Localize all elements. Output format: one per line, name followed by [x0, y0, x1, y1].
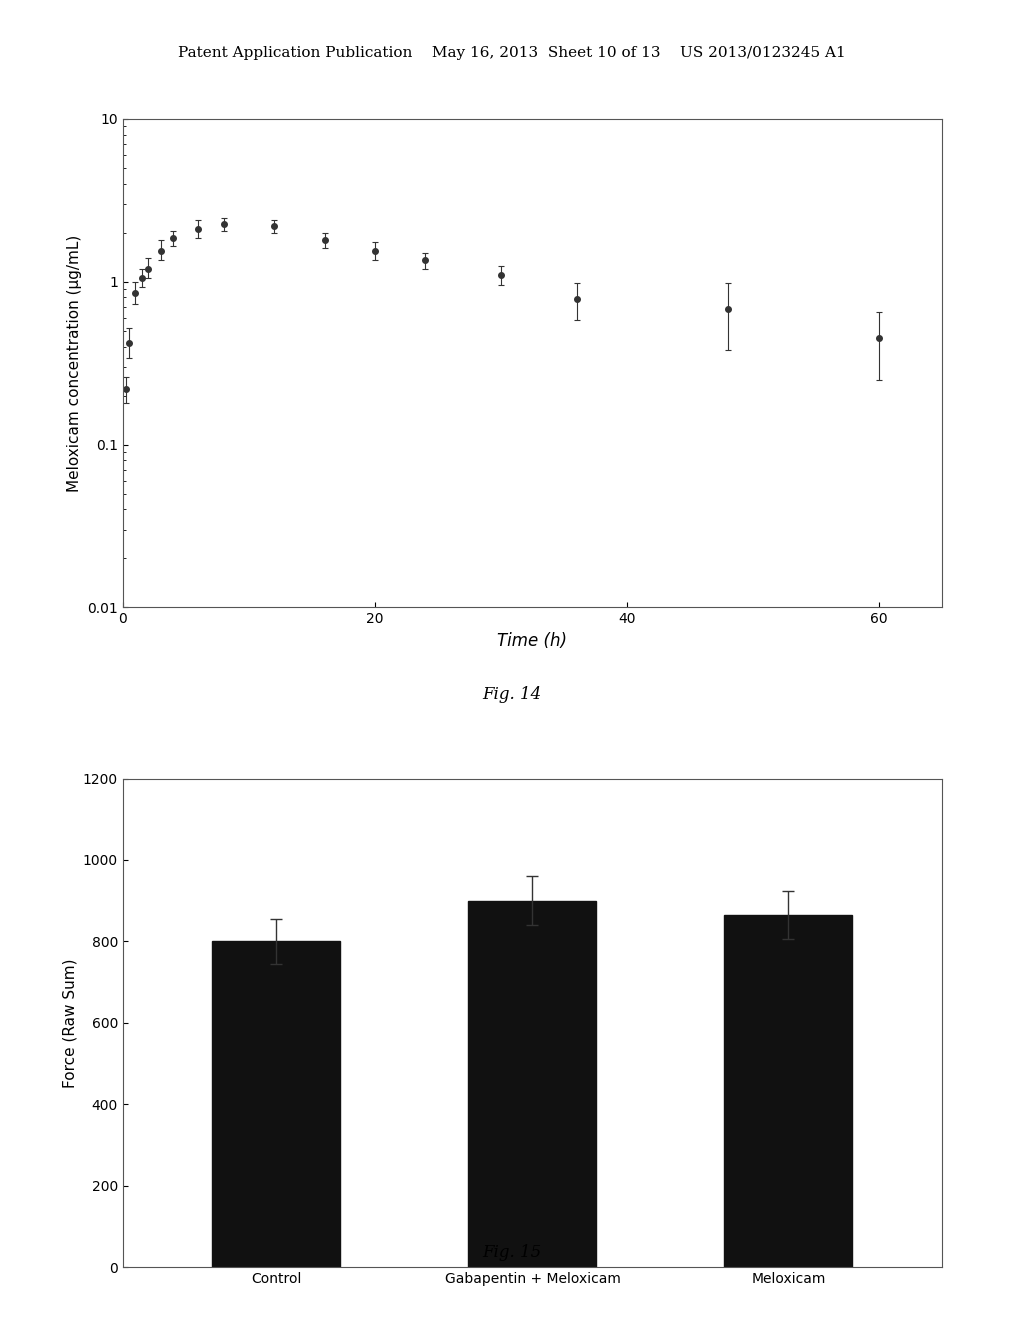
Y-axis label: Force (Raw Sum): Force (Raw Sum)	[62, 958, 78, 1088]
Text: Patent Application Publication    May 16, 2013  Sheet 10 of 13    US 2013/012324: Patent Application Publication May 16, 2…	[178, 46, 846, 61]
Y-axis label: Meloxicam concentration (μg/mL): Meloxicam concentration (μg/mL)	[67, 235, 82, 492]
Bar	[469, 900, 596, 1267]
Bar	[213, 941, 340, 1267]
Text: Fig. 15: Fig. 15	[482, 1243, 542, 1261]
Text: Fig. 14: Fig. 14	[482, 686, 542, 704]
Bar	[725, 915, 852, 1267]
X-axis label: Time (h): Time (h)	[498, 632, 567, 649]
